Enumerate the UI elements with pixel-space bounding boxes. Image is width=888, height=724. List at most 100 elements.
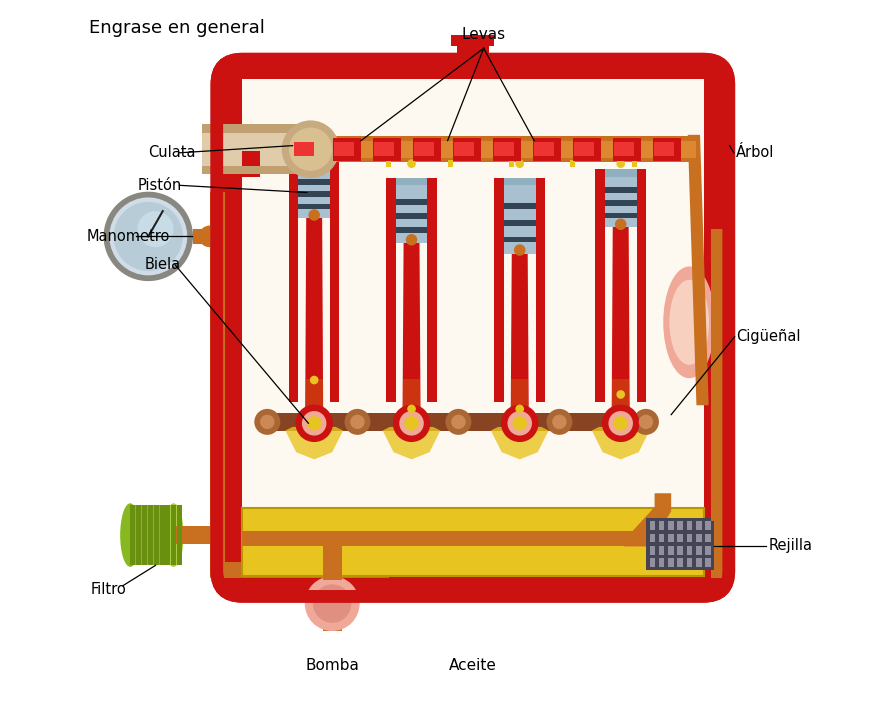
- Bar: [202, 124, 314, 132]
- Bar: [631, 160, 637, 167]
- Bar: [210, 192, 226, 578]
- Circle shape: [305, 576, 360, 631]
- Bar: [495, 178, 503, 402]
- Bar: [220, 59, 725, 80]
- Circle shape: [515, 159, 524, 168]
- Polygon shape: [624, 493, 671, 547]
- Bar: [674, 521, 678, 571]
- Bar: [646, 521, 649, 571]
- Circle shape: [289, 127, 332, 171]
- Ellipse shape: [120, 503, 140, 567]
- Circle shape: [302, 411, 327, 436]
- Bar: [646, 518, 711, 521]
- Bar: [396, 199, 427, 205]
- Circle shape: [313, 159, 322, 168]
- Bar: [535, 142, 554, 156]
- Circle shape: [254, 409, 281, 435]
- Bar: [646, 555, 711, 558]
- Bar: [386, 160, 392, 167]
- Bar: [664, 521, 668, 571]
- Bar: [292, 138, 321, 161]
- Bar: [201, 526, 220, 544]
- Text: Aceite: Aceite: [449, 657, 496, 673]
- Bar: [646, 518, 711, 521]
- Bar: [693, 521, 696, 571]
- Bar: [637, 169, 646, 402]
- Bar: [413, 138, 440, 161]
- Bar: [614, 142, 634, 156]
- Bar: [298, 203, 330, 209]
- Circle shape: [507, 411, 532, 436]
- Text: Manometro: Manometro: [87, 229, 170, 244]
- Bar: [289, 136, 696, 162]
- Circle shape: [614, 416, 628, 431]
- Bar: [264, 413, 617, 431]
- Bar: [131, 505, 181, 565]
- Bar: [210, 137, 274, 153]
- Circle shape: [515, 405, 524, 413]
- Bar: [305, 379, 323, 426]
- Polygon shape: [285, 427, 343, 459]
- Bar: [646, 567, 711, 571]
- Circle shape: [260, 415, 274, 429]
- Bar: [570, 160, 575, 167]
- Bar: [202, 124, 314, 174]
- Bar: [535, 178, 545, 402]
- Bar: [373, 138, 400, 161]
- Bar: [702, 521, 705, 571]
- Bar: [453, 138, 480, 161]
- Ellipse shape: [163, 503, 184, 567]
- Circle shape: [392, 405, 431, 442]
- Circle shape: [199, 226, 220, 247]
- Bar: [414, 142, 434, 156]
- Bar: [653, 138, 681, 161]
- Circle shape: [446, 409, 472, 435]
- Polygon shape: [688, 135, 709, 405]
- Bar: [646, 542, 711, 546]
- Circle shape: [512, 416, 527, 431]
- Bar: [220, 74, 242, 582]
- Bar: [596, 169, 605, 402]
- Bar: [655, 521, 659, 571]
- Bar: [289, 140, 696, 158]
- Bar: [298, 162, 330, 218]
- Bar: [605, 169, 637, 402]
- Bar: [323, 540, 342, 580]
- Bar: [147, 505, 153, 565]
- Bar: [533, 138, 560, 161]
- Bar: [654, 142, 674, 156]
- Bar: [193, 230, 213, 243]
- Bar: [323, 611, 342, 631]
- Polygon shape: [383, 427, 440, 459]
- Circle shape: [608, 411, 633, 436]
- Text: Engrase en general: Engrase en general: [89, 20, 265, 38]
- Bar: [503, 203, 535, 209]
- Ellipse shape: [663, 266, 715, 378]
- Bar: [298, 162, 330, 402]
- Bar: [664, 521, 668, 571]
- Bar: [693, 521, 696, 571]
- Bar: [217, 59, 729, 597]
- Bar: [613, 138, 641, 161]
- Circle shape: [138, 211, 173, 247]
- Bar: [646, 567, 711, 571]
- Bar: [142, 505, 147, 565]
- Polygon shape: [511, 248, 528, 416]
- Circle shape: [104, 192, 193, 281]
- Circle shape: [114, 202, 183, 271]
- Polygon shape: [591, 427, 649, 459]
- Bar: [683, 521, 686, 571]
- Bar: [386, 178, 396, 402]
- Circle shape: [345, 409, 370, 435]
- Bar: [703, 74, 725, 582]
- Circle shape: [616, 159, 625, 168]
- Bar: [648, 523, 709, 568]
- Text: Rejilla: Rejilla: [768, 539, 813, 553]
- Bar: [646, 521, 711, 571]
- Circle shape: [308, 209, 320, 221]
- Bar: [605, 169, 637, 177]
- Text: Biela: Biela: [145, 257, 181, 272]
- Bar: [509, 160, 514, 167]
- Bar: [612, 379, 630, 426]
- Bar: [220, 576, 725, 597]
